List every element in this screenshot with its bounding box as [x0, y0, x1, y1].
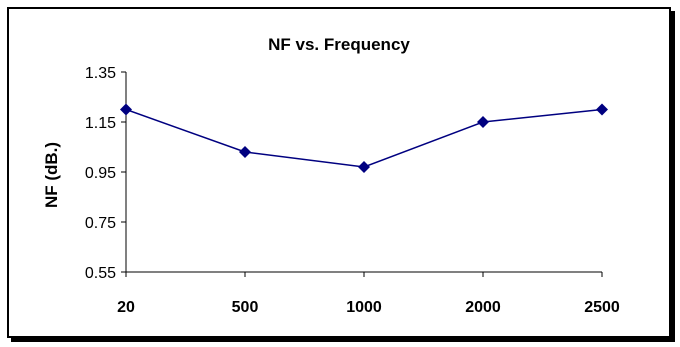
data-point-marker [477, 116, 489, 128]
y-tick-label: 1.35 [85, 65, 116, 82]
series-line [125, 108, 603, 168]
x-ticks: 20 500 1000 2000 2500 [117, 272, 620, 316]
series-group [120, 103, 608, 173]
x-tick-label: 20 [117, 299, 135, 316]
chart-title: NF vs. Frequency [268, 35, 410, 54]
y-axis-label: NF (dB.) [42, 142, 61, 208]
data-point-marker [358, 161, 370, 173]
y-tick-label: 0.95 [85, 165, 116, 182]
y-ticks: 0.55 0.75 0.95 1.15 1.35 [85, 65, 126, 282]
data-point-marker [239, 146, 251, 158]
y-tick-label: 1.15 [85, 115, 116, 132]
x-tick-label: 2000 [465, 299, 501, 316]
y-tick-label: 0.75 [85, 215, 116, 232]
x-tick-label: 1000 [346, 299, 382, 316]
data-point-marker [120, 103, 132, 116]
x-tick-label: 2500 [584, 299, 620, 316]
chart-frame [7, 7, 671, 338]
x-tick-label: 500 [232, 299, 259, 316]
data-point-marker [596, 103, 608, 116]
y-tick-label: 0.55 [85, 265, 116, 282]
